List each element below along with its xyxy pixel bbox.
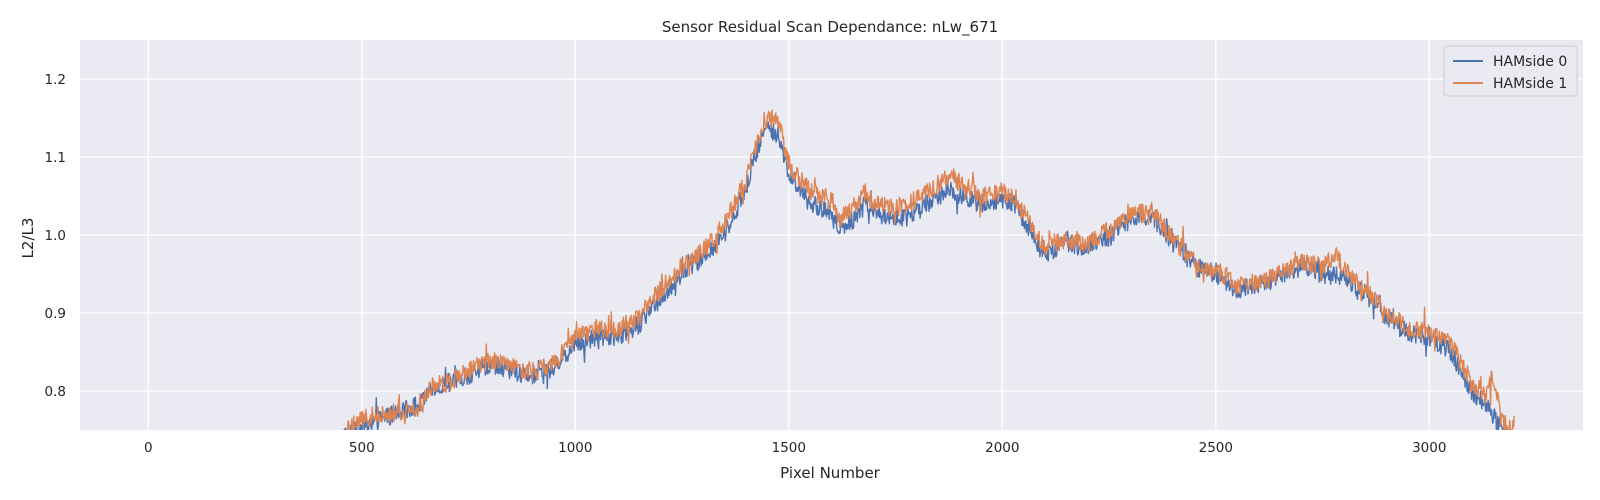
- y-tick-label: 0.9: [45, 306, 66, 322]
- y-tick-label: 1.2: [45, 72, 66, 88]
- series-line-1: [346, 109, 1515, 430]
- x-tick-label: 3000: [1412, 440, 1446, 456]
- y-tick-label: 1.1: [45, 150, 66, 166]
- y-tick-label: 0.8: [45, 384, 66, 400]
- x-tick-label: 2500: [1199, 440, 1233, 456]
- series-layer: [343, 109, 1515, 430]
- x-tick-label: 1500: [772, 440, 806, 456]
- x-tick-label: 2000: [985, 440, 1019, 456]
- x-tick-label: 500: [349, 440, 375, 456]
- legend-label: HAMside 0: [1493, 54, 1567, 70]
- y-tick-label: 1.0: [45, 228, 66, 244]
- y-tick-labels: 0.8 0.9 1.0 1.1 1.2: [45, 72, 66, 400]
- y-axis-label: L2/L3: [19, 218, 37, 259]
- x-tick-label: 0: [144, 440, 153, 456]
- grid-lines: [80, 40, 1583, 430]
- x-tick-label: 1000: [558, 440, 592, 456]
- chart-title: Sensor Residual Scan Dependance: nLw_671: [662, 18, 998, 37]
- x-axis-label: Pixel Number: [780, 464, 881, 482]
- legend: HAMside 0 HAMside 1: [1443, 45, 1578, 97]
- x-tick-labels: 0 500 1000 1500 2000 2500 3000: [144, 440, 1446, 456]
- legend-label: HAMside 1: [1493, 76, 1567, 92]
